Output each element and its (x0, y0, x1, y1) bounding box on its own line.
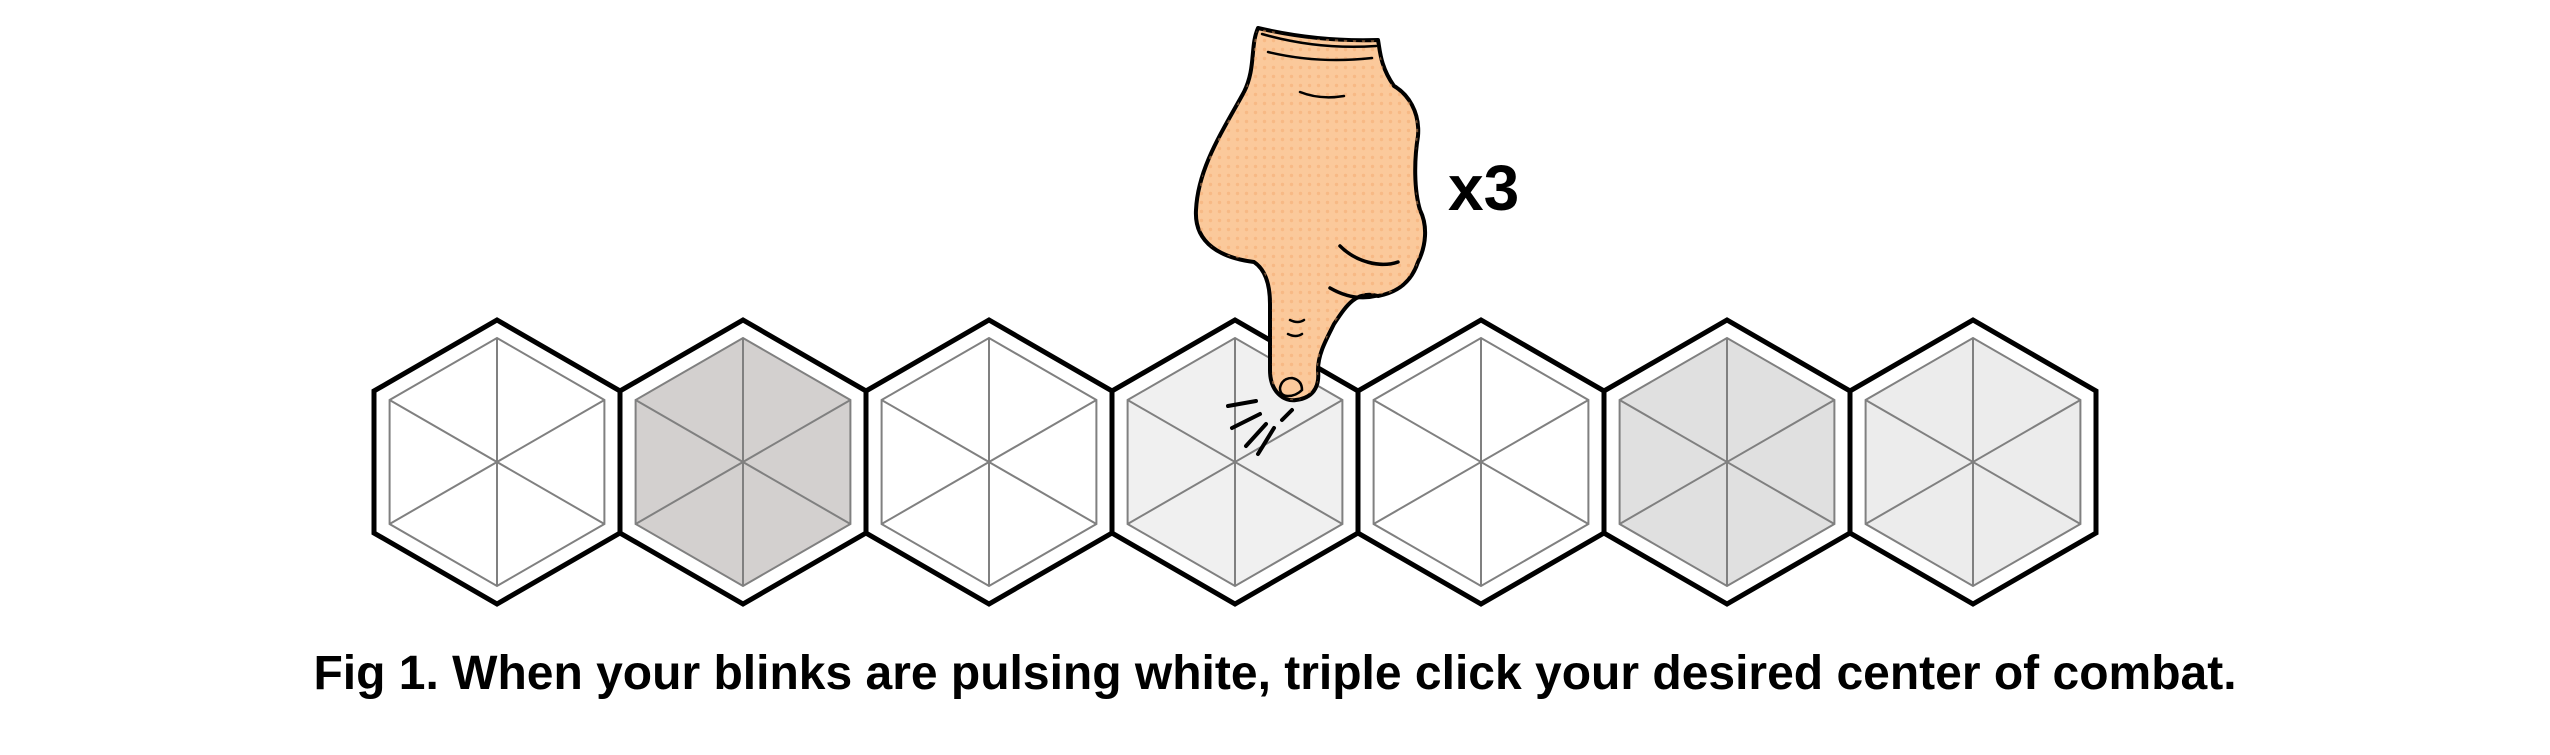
figure-caption: Fig 1. When your blinks are pulsing whit… (313, 647, 2237, 700)
blink-row (371, 317, 2099, 607)
blink-segment-divider (635, 399, 851, 525)
hand-knuckles (1286, 318, 1306, 338)
blink-segment-divider (1619, 399, 1835, 525)
blink-3 (863, 317, 1115, 607)
blink-7 (1847, 317, 2099, 607)
blink-6 (1601, 317, 1853, 607)
hand-curled-fingers (1328, 244, 1400, 300)
hand-fingernail (1278, 376, 1304, 398)
blink-segment-divider (881, 399, 1097, 525)
blink-1 (371, 317, 623, 607)
blink-5 (1355, 317, 1607, 607)
hand-tap-icon (1193, 26, 1427, 403)
blink-segment-divider (1127, 399, 1343, 525)
blink-2 (617, 317, 869, 607)
blink-segment-divider (1865, 399, 2081, 525)
tap-impact-lines (1226, 399, 1294, 456)
hand-wrinkles (1260, 32, 1378, 99)
blink-4 (1109, 317, 1361, 607)
blink-segment-divider (389, 399, 605, 525)
tap-count-label: x3 (1448, 152, 1519, 224)
hand-dot-texture (1195, 28, 1426, 401)
blink-segment-divider (1373, 399, 1589, 525)
